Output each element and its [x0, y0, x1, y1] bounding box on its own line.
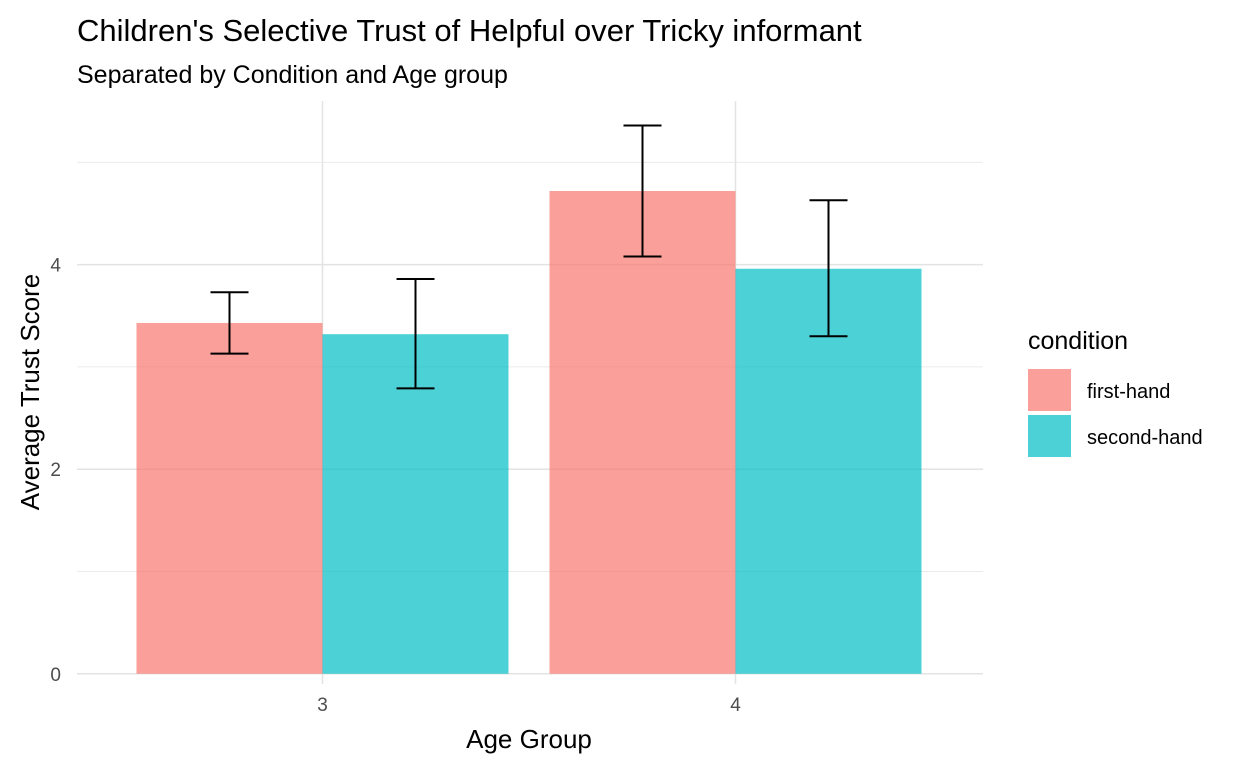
- y-tick-label: 4: [50, 256, 61, 277]
- legend-key: [1028, 369, 1071, 411]
- legend-label: first-hand: [1087, 381, 1170, 403]
- y-tick-label: 0: [50, 665, 61, 686]
- legend: condition first-hand second-hand: [1028, 327, 1203, 457]
- y-tick-label: 2: [50, 460, 61, 481]
- x-tick-label: 3: [317, 695, 328, 716]
- bar: [136, 322, 323, 674]
- legend-key: [1028, 415, 1071, 457]
- chart-subtitle: Separated by Condition and Age group: [77, 61, 508, 89]
- bars: [136, 191, 922, 674]
- x-tick-label: 4: [730, 695, 741, 716]
- legend-label: second-hand: [1087, 427, 1203, 449]
- y-axis-label: Average Trust Score: [15, 274, 45, 511]
- axes: 0 2 4 3 4: [50, 256, 741, 716]
- bar: [322, 334, 509, 674]
- x-axis-label: Age Group: [466, 724, 592, 754]
- legend-title: condition: [1028, 327, 1128, 355]
- error-bars: [210, 124, 848, 390]
- bar: [549, 191, 736, 674]
- chart-title: Children's Selective Trust of Helpful ov…: [77, 13, 862, 48]
